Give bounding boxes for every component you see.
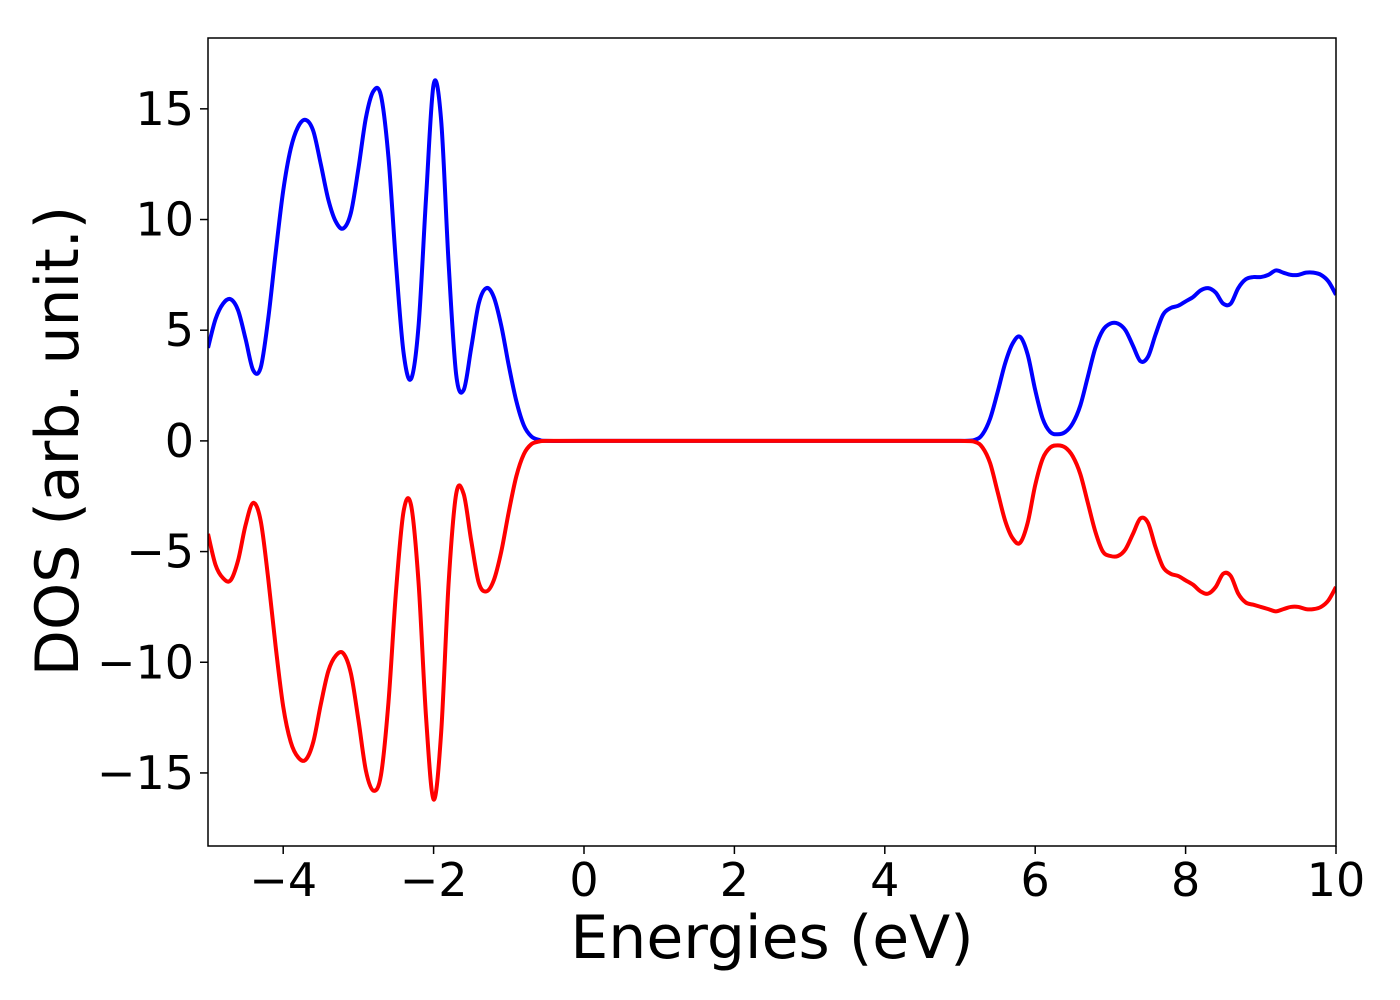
y-tick-label: 15 xyxy=(135,82,194,136)
y-tick-label: −10 xyxy=(97,635,194,689)
x-tick-label: 8 xyxy=(1171,853,1200,907)
y-tick-label: 10 xyxy=(135,193,194,247)
y-tick-label: −5 xyxy=(126,525,194,579)
x-tick-label: 0 xyxy=(569,853,598,907)
x-tick-label: −4 xyxy=(249,853,317,907)
y-tick-label: 5 xyxy=(165,303,194,357)
x-axis-title: Energies (eV) xyxy=(570,903,973,973)
y-tick-label: −15 xyxy=(97,746,194,800)
y-tick-label: 0 xyxy=(165,414,194,468)
x-tick-label: 10 xyxy=(1307,853,1366,907)
x-tick-label: 6 xyxy=(1021,853,1050,907)
dos-line xyxy=(208,78,1336,443)
x-tick-label: 2 xyxy=(720,853,749,907)
x-tick-label: 4 xyxy=(870,853,899,907)
x-tick-label: −2 xyxy=(400,853,468,907)
y-axis-title: DOS (arb. unit.) xyxy=(23,206,93,676)
plot-frame xyxy=(207,37,1337,847)
dos-line xyxy=(208,438,1336,802)
